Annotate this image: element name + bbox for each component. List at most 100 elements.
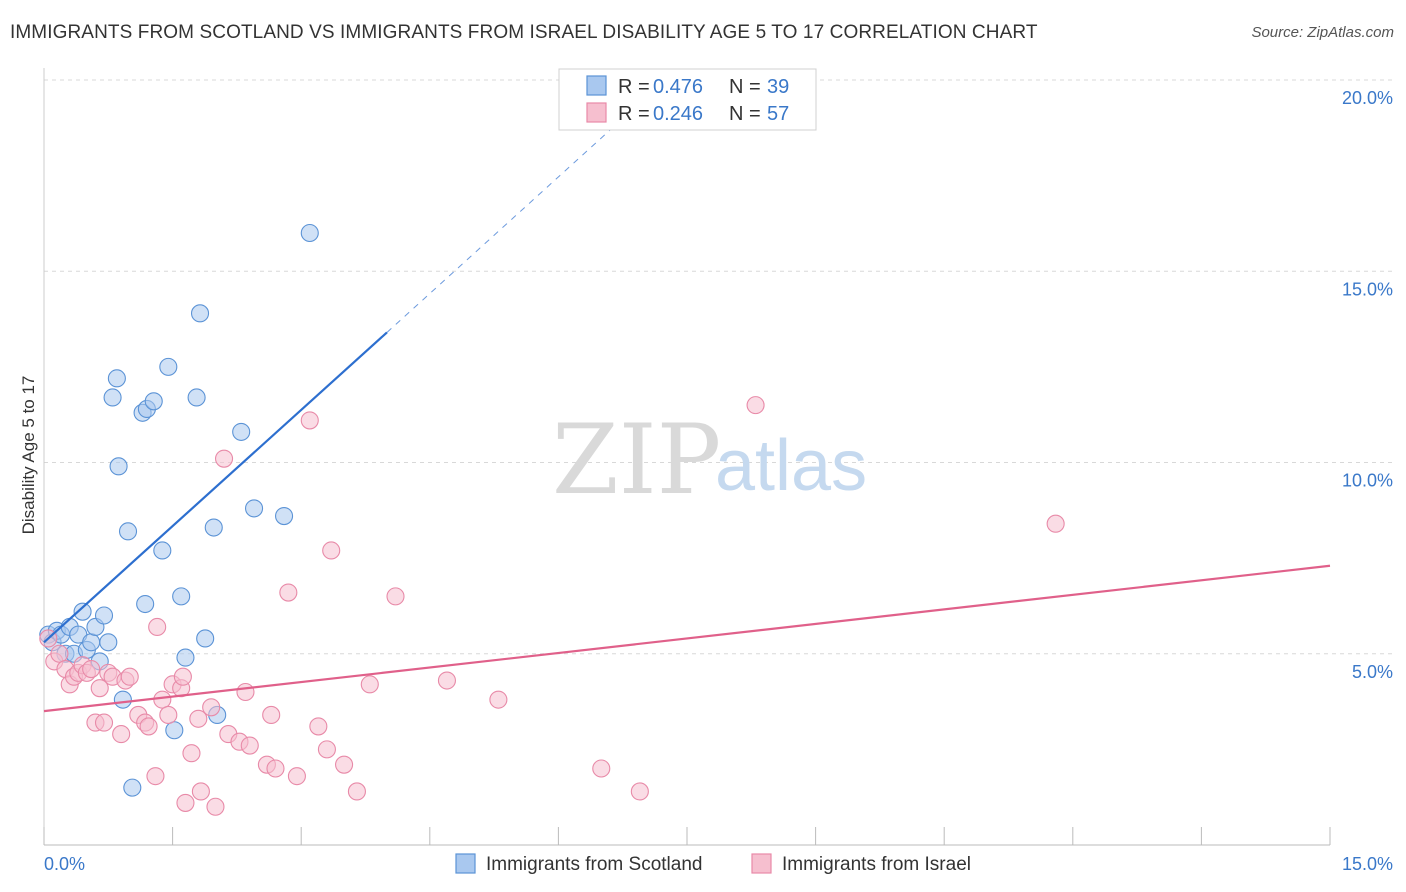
- point-scotland-30: [187, 388, 206, 407]
- grid: [44, 79, 1394, 655]
- point-israel-55: [630, 782, 649, 801]
- point-scotland-16: [107, 369, 126, 388]
- point-israel-33: [206, 797, 225, 816]
- point-israel-24: [159, 705, 178, 725]
- bottom-legend-swatch-scotland: [455, 853, 476, 874]
- point-scotland-14: [99, 633, 118, 652]
- point-israel-34: [214, 449, 234, 468]
- point-israel-40: [262, 705, 281, 725]
- x-tick-label-0: 0.0%: [44, 854, 85, 874]
- point-scotland-36: [244, 499, 264, 518]
- series-legend: Immigrants from Scotland Immigrants from…: [455, 853, 971, 875]
- point-scotland-24: [144, 392, 163, 411]
- bottom-legend-swatch-israel: [751, 853, 772, 874]
- point-israel-17: [120, 667, 139, 686]
- point-israel-32: [202, 698, 221, 717]
- point-israel-53: [489, 690, 508, 709]
- point-israel-54: [592, 759, 611, 778]
- point-scotland-25: [153, 541, 172, 560]
- source-credit: Source: ZipAtlas.com: [1251, 24, 1394, 41]
- y-tick-label-0: 5.0%: [1352, 662, 1393, 682]
- point-scotland-18: [113, 690, 132, 709]
- point-scotland-28: [172, 587, 191, 606]
- point-israel-37: [236, 682, 255, 702]
- point-scotland-13: [94, 606, 114, 625]
- point-scotland-38: [300, 223, 319, 243]
- point-israel-46: [317, 740, 336, 759]
- point-scotland-33: [204, 518, 223, 537]
- watermark-atlas: atlas: [715, 426, 867, 506]
- legend-n-value-scotland: 39: [767, 76, 789, 98]
- point-israel-47: [322, 541, 341, 560]
- legend-swatch-scotland: [586, 75, 607, 96]
- point-scotland-26: [159, 357, 178, 376]
- point-israel-31: [191, 782, 210, 801]
- y-tick-label-3: 20.0%: [1342, 88, 1393, 108]
- point-israel-20: [139, 717, 158, 736]
- axes: [43, 68, 1331, 846]
- legend-r-value-scotland: 0.476: [653, 76, 703, 98]
- point-israel-28: [176, 793, 195, 812]
- trend-lines: [43, 98, 1331, 713]
- trend-line-israel: [43, 564, 1331, 713]
- point-israel-52: [437, 671, 456, 690]
- bottom-legend-label-israel: Immigrants from Israel: [782, 854, 971, 875]
- point-israel-48: [335, 755, 354, 774]
- point-israel-50: [360, 675, 379, 694]
- point-israel-41: [266, 759, 285, 778]
- legend-n-value-israel: 57: [767, 103, 789, 125]
- chart-title: IMMIGRANTS FROM SCOTLAND VS IMMIGRANTS F…: [10, 22, 1038, 43]
- stats-legend: R = 0.476 N = 39 R = 0.246 N = 57: [558, 68, 817, 131]
- legend-n-label-israel: N =: [729, 103, 761, 125]
- point-scotland-19: [118, 522, 138, 541]
- point-israel-15: [112, 725, 131, 744]
- point-scotland-31: [190, 304, 210, 323]
- watermark-zip: ZIP: [552, 404, 721, 516]
- point-scotland-20: [123, 778, 142, 797]
- bottom-legend-label-scotland: Immigrants from Scotland: [486, 854, 702, 875]
- legend-n-label-scotland: N =: [729, 76, 761, 98]
- point-scotland-35: [232, 422, 251, 441]
- point-scotland-27: [165, 721, 184, 740]
- point-israel-30: [189, 709, 208, 728]
- y-axis-label: Disability Age 5 to 17: [19, 376, 38, 535]
- legend-r-label-israel: R =: [618, 103, 650, 125]
- legend-r-value-israel: 0.246: [653, 103, 703, 125]
- point-israel-51: [386, 587, 405, 606]
- point-scotland-37: [275, 506, 294, 526]
- point-israel-29: [182, 744, 201, 763]
- x-tick-label-1: 15.0%: [1342, 854, 1393, 874]
- point-israel-49: [347, 782, 366, 801]
- trend-line-scotland-extension: [386, 98, 645, 333]
- point-israel-21: [146, 767, 165, 786]
- point-scotland-15: [103, 388, 122, 407]
- point-israel-43: [287, 767, 306, 786]
- point-israel-44: [300, 411, 319, 430]
- point-israel-57: [1046, 514, 1065, 533]
- legend-r-label-scotland: R =: [618, 76, 650, 98]
- point-israel-2: [50, 644, 69, 663]
- point-israel-22: [148, 617, 167, 637]
- point-scotland-10: [82, 633, 101, 652]
- point-scotland-8: [73, 602, 92, 621]
- point-israel-11: [90, 679, 109, 698]
- point-scotland-22: [136, 594, 155, 614]
- point-israel-56: [746, 396, 765, 415]
- point-israel-9: [82, 659, 101, 679]
- x-tick-labels: 0.0% 15.0%: [44, 854, 1393, 874]
- legend-swatch-israel: [586, 102, 607, 123]
- point-israel-42: [279, 583, 298, 602]
- point-scotland-17: [109, 457, 128, 476]
- trend-line-scotland: [43, 331, 388, 644]
- point-israel-45: [309, 717, 328, 736]
- point-israel-12: [94, 713, 114, 732]
- point-scotland-32: [196, 629, 215, 648]
- point-scotland-29: [176, 648, 195, 667]
- y-tick-label-2: 15.0%: [1342, 279, 1393, 299]
- watermark: ZIP atlas: [552, 404, 867, 516]
- point-israel-38: [240, 736, 259, 755]
- point-israel-27: [173, 667, 192, 686]
- y-tick-labels: 5.0% 10.0% 15.0% 20.0%: [1342, 88, 1393, 682]
- y-tick-label-1: 10.0%: [1342, 471, 1393, 491]
